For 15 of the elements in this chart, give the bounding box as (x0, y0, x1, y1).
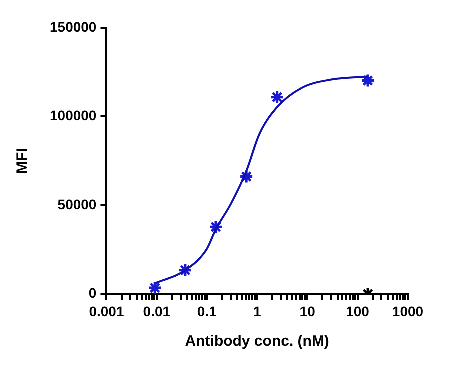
x-tick-label: 0.1 (197, 303, 218, 320)
x-tick-label: 0.01 (143, 303, 171, 320)
x-tick-label: 10 (300, 303, 316, 320)
x-tick-label: 1 (253, 303, 262, 320)
point (270, 90, 285, 105)
point (148, 280, 162, 294)
x-axis-title: Antibody conc. (nM) (185, 333, 330, 350)
y-tick-label: 0 (88, 285, 97, 302)
x-tick-label: 0.001 (89, 303, 124, 320)
x-tick-label: 100 (346, 303, 370, 320)
y-tick-label: 100000 (50, 108, 97, 124)
y-axis-title: MFI (14, 148, 32, 174)
x-tick-label: 1000 (392, 303, 424, 320)
y-tick-label: 50000 (58, 196, 97, 212)
y-tick-label: 150000 (50, 18, 97, 35)
